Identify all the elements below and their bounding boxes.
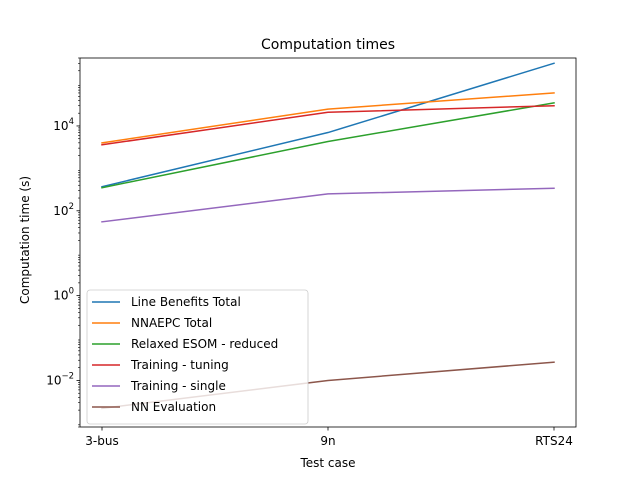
series-line [101, 187, 555, 223]
x-axis-label: Test case [299, 456, 355, 470]
legend-label: Relaxed ESOM - reduced [131, 337, 278, 351]
y-axis-label: Computation time (s) [18, 176, 32, 304]
legend-label: Training - single [130, 379, 226, 393]
y-tick-label: 100 [53, 287, 74, 303]
series-line [101, 104, 555, 146]
y-tick-label: 10−2 [46, 371, 74, 387]
legend: Line Benefits Total NNAEPC Total Relaxed E… [86, 289, 309, 425]
legend-label: Training - tuning [130, 358, 229, 372]
x-tick-label: RTS24 [535, 434, 573, 448]
chart-title: Computation times [261, 37, 395, 53]
legend-label: Line Benefits Total [131, 295, 241, 309]
x-tick-label: 9n [320, 434, 335, 448]
series-line [101, 62, 555, 188]
legend-label: NN Evaluation [131, 400, 216, 414]
legend-box [86, 289, 309, 425]
series-line [101, 102, 555, 189]
x-tick-label: 3-bus [85, 434, 118, 448]
legend-label: NNAEPC Total [131, 316, 212, 330]
y-tick-label: 104 [53, 117, 74, 133]
axes-frame [79, 57, 577, 428]
y-tick-label: 102 [53, 202, 74, 218]
